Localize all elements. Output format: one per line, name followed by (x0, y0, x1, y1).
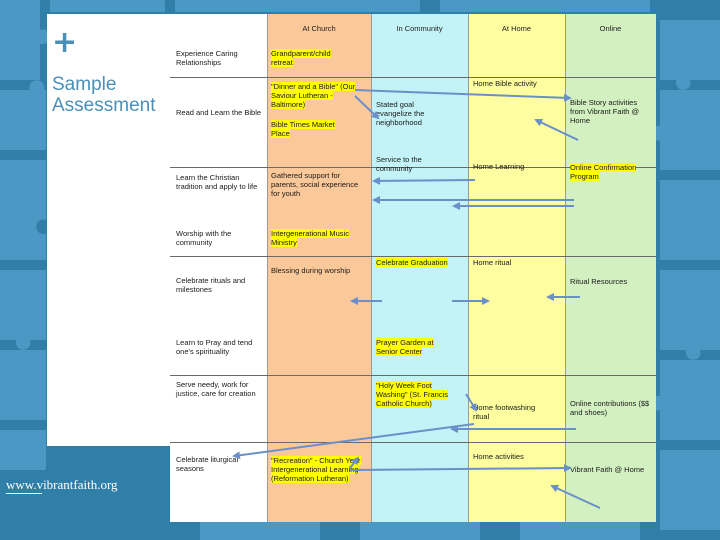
footer-url[interactable]: www.vibrantfaith.org (6, 477, 118, 492)
online-cell: Online contributions ($$ and shoes) (570, 399, 650, 417)
church-cell: Bible Times Market Place (271, 120, 335, 138)
title-line-2: Assessment (52, 95, 156, 116)
assessment-table: At Church In Community At Home Online Ex… (170, 14, 656, 522)
church-cell: Gathered support for parents, social exp… (271, 171, 359, 198)
header-community: In Community (396, 24, 443, 33)
online-cell: Bible Story activities from Vibrant Fait… (570, 98, 640, 125)
home-cell: Home Learning (473, 162, 525, 171)
header-church: At Church (302, 24, 336, 33)
online-column-bg (565, 14, 656, 522)
home-cell: Home Bible activity (473, 79, 537, 88)
church-cell: Intergenerational Music Ministry (271, 229, 349, 247)
row-divider (170, 375, 656, 376)
title-line-1: Sample (52, 74, 117, 95)
row-label: Experience Caring Relationships (176, 49, 238, 67)
row-label: Serve needy, work for justice, care for … (176, 380, 256, 398)
home-cell: Home ritual (473, 258, 512, 267)
divider (371, 14, 372, 522)
row-label: Learn to Pray and tend one's spiritualit… (176, 338, 253, 356)
row-label: Worship with the community (176, 229, 232, 247)
divider (267, 14, 268, 522)
row-divider (170, 442, 656, 443)
slide-title: Sample Assessment (52, 74, 170, 116)
church-cell: Grandparent/child retreat (271, 49, 331, 67)
row-label: Celebrate rituals and milestones (176, 276, 246, 294)
church-cell: Blessing during worship (271, 266, 351, 275)
online-cell: Vibrant Faith @ Home (570, 465, 645, 474)
home-column-bg (468, 14, 565, 522)
row-divider (170, 167, 656, 168)
row-divider (170, 77, 656, 78)
community-cell: Service to the community (376, 155, 422, 173)
header-home: At Home (501, 24, 532, 33)
church-cell: "Dinner and a Bible" (Our Saviour Luther… (271, 82, 356, 109)
community-column-bg (371, 14, 468, 522)
community-cell: Stated goal evangelize the neighborhood (376, 100, 425, 127)
community-cell: "Holy Week Foot Washing" (St. Francis Ca… (376, 381, 448, 408)
row-label: Read and Learn the Bible (176, 108, 262, 117)
row-divider (170, 256, 656, 257)
home-cell: Home footwashing ritual (473, 403, 536, 421)
divider (468, 14, 469, 522)
home-cell: Home activities (473, 452, 524, 461)
community-cell: Prayer Garden at Senior Center (376, 338, 434, 356)
community-cell: Celebrate Graduation (376, 258, 448, 267)
plus-icon: + (52, 25, 78, 60)
online-cell: Ritual Resources (570, 277, 628, 286)
footer-underline (6, 493, 42, 494)
title-panel (47, 14, 172, 446)
row-label: Celebrate liturgical seasons (176, 455, 239, 473)
header-online: Online (599, 24, 622, 33)
church-cell: "Recreation" - Church Year Intergenerati… (271, 456, 361, 483)
online-cell: Online Confirmation Program (570, 163, 637, 181)
row-label: Learn the Christian tradition and apply … (176, 173, 258, 191)
divider (565, 14, 566, 522)
